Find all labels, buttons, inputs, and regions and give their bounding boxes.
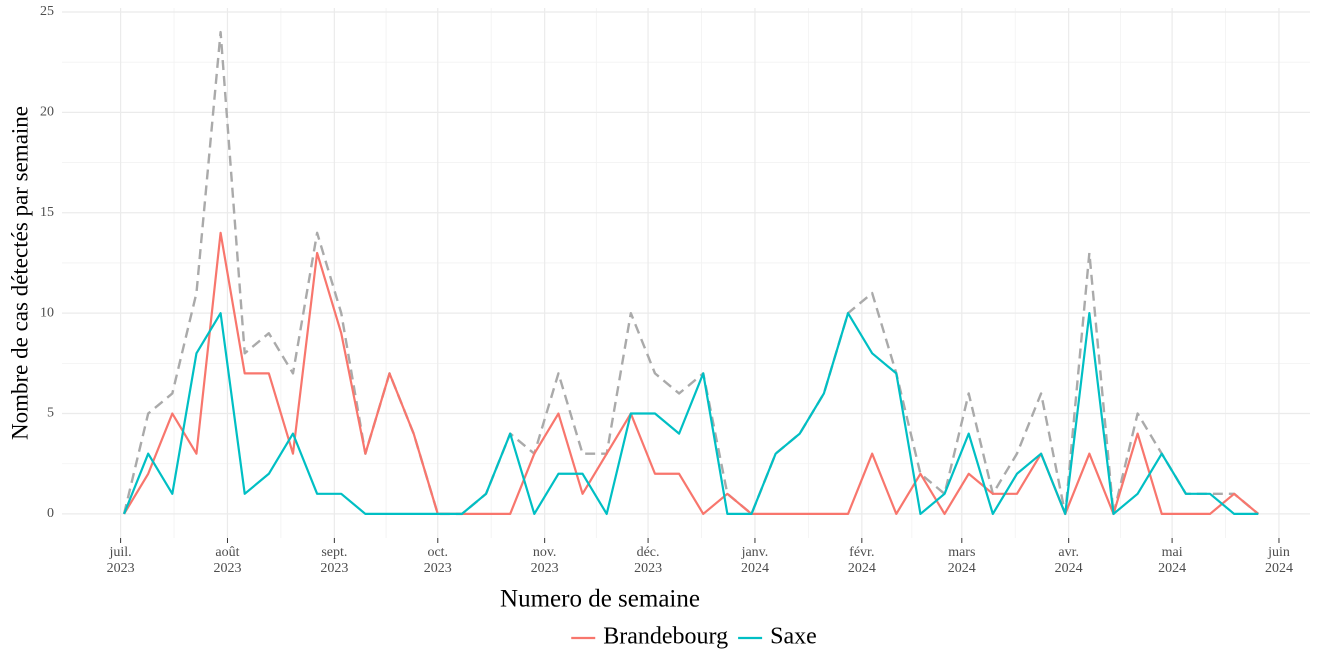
y-tick-label: 10	[40, 305, 54, 320]
x-tick-label: mars 2024	[947, 545, 976, 576]
x-tick-label: déc. 2023	[634, 545, 663, 576]
x-tick-label: mai 2024	[1158, 545, 1187, 576]
x-tick-label: juil. 2023	[106, 545, 135, 576]
x-tick-label: févr. 2024	[847, 545, 876, 576]
x-tick-label: avr. 2024	[1054, 545, 1083, 576]
series-line	[123, 231, 1259, 516]
y-tick-label: 5	[47, 406, 54, 421]
x-tick-label: août 2023	[213, 545, 242, 576]
y-tick-label: 15	[40, 205, 54, 220]
y-axis-title: Nombre de cas détectés par semaine	[7, 106, 32, 440]
y-tick-label: 20	[40, 105, 54, 120]
x-tick-label: juin 2024	[1264, 545, 1293, 576]
grid	[62, 8, 1310, 538]
y-tick-label: 25	[40, 4, 54, 19]
legend-label: Saxe	[770, 624, 817, 650]
y-tick-label: 0	[47, 506, 54, 521]
series-line	[123, 312, 1259, 516]
x-axis-title: Numero de semaine	[500, 586, 700, 613]
x-tick-label: sept. 2023	[320, 545, 349, 576]
x-tick-label: nov. 2023	[530, 545, 559, 576]
x-tick-label: oct. 2023	[423, 545, 452, 576]
x-tick-label: janv. 2024	[740, 545, 769, 576]
legend: Brandebourg Saxe	[571, 624, 817, 650]
legend-label: Brandebourg	[603, 624, 728, 650]
series-line	[122, 30, 1260, 516]
